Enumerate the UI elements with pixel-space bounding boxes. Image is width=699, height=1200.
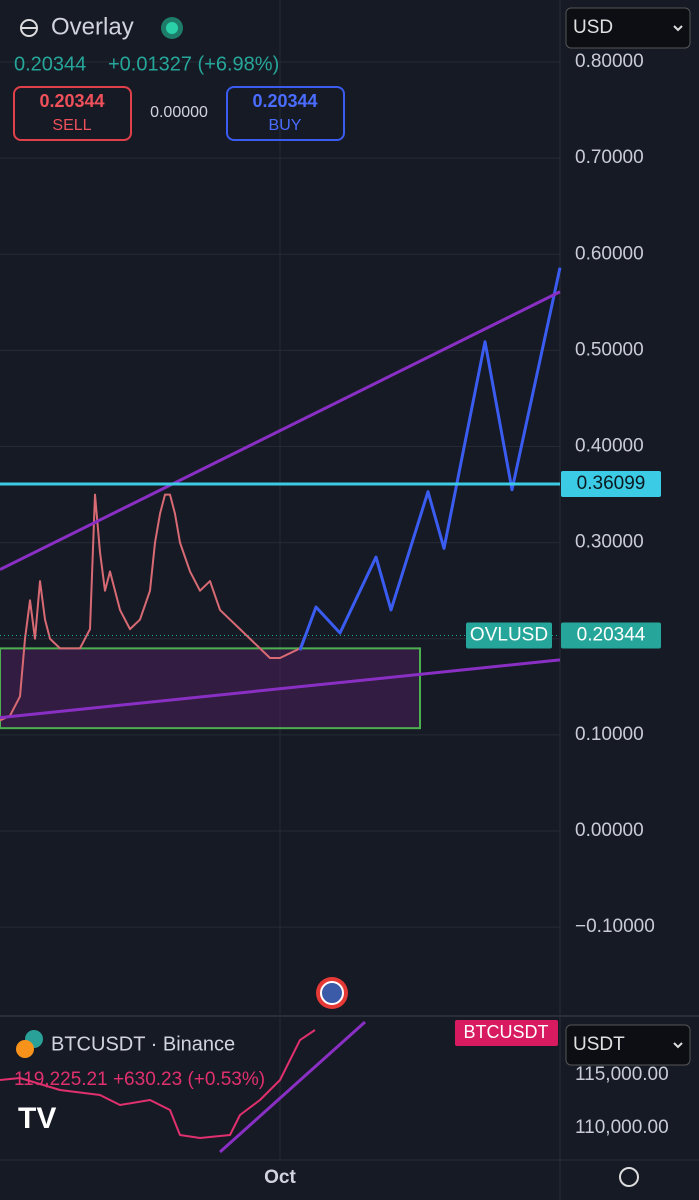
event-flag-inner	[320, 981, 344, 1005]
y-tick-label: 115,000.00	[575, 1064, 669, 1085]
pane-currency-select[interactable]	[565, 1024, 691, 1066]
y-tick-label: 0.10000	[575, 724, 644, 745]
y-tick-label: 0.70000	[575, 147, 644, 168]
last-price: 0.20344	[14, 53, 86, 75]
symbol-tag-text: OVLUSD	[470, 624, 548, 645]
pane-currency-text[interactable]: USDT	[573, 1034, 625, 1055]
symbol-icon[interactable]	[20, 19, 38, 37]
price-tag	[561, 622, 661, 649]
y-tick-label: 0.30000	[575, 532, 644, 553]
dropdown-arrow	[673, 1042, 683, 1049]
level-tag-text: 0.36099	[577, 473, 646, 494]
price-change: +0.01327 (+6.98%)	[108, 53, 279, 75]
pane-title: BTCUSDT · Binance	[51, 1033, 235, 1055]
y-tick-label: −0.10000	[575, 916, 655, 937]
settings-icon[interactable]	[619, 1167, 639, 1187]
tv-logo: TV	[18, 1102, 56, 1135]
symbol-title[interactable]: Overlay	[51, 13, 134, 40]
zone	[0, 647, 421, 730]
price-tag-text: 0.20344	[577, 624, 646, 645]
symbol-tag	[455, 1020, 558, 1046]
plots: 0.80000 0.70000 0.60000 0.50000 0.40000 0.300…	[0, 0, 669, 1188]
x-tick-label: Oct	[264, 1167, 296, 1188]
status-dot-inner	[166, 22, 178, 34]
y-tick-label: 0.00000	[575, 820, 644, 841]
level-tag	[561, 471, 661, 498]
buy-button[interactable]	[226, 86, 345, 141]
buy-label[interactable]: BUY	[269, 117, 302, 134]
sell-label[interactable]: SELL	[52, 117, 91, 134]
y-tick-label: 0.50000	[575, 339, 644, 360]
spread: 0.00000	[150, 104, 208, 121]
currency-text[interactable]: USD	[573, 17, 613, 38]
y-tick-label: 0.80000	[575, 51, 644, 72]
currency-select[interactable]	[565, 7, 691, 49]
series-line	[0, 658, 561, 720]
y-tick-label: 0.40000	[575, 436, 644, 457]
pane-subtitle: 119,225.21 +630.23 (+0.53%)	[14, 1069, 265, 1090]
series-line	[0, 493, 306, 722]
dropdown-arrow	[673, 25, 683, 32]
y-tick-label: 110,000.00	[575, 1117, 669, 1138]
y-tick-label: 0.60000	[575, 243, 644, 264]
series-line	[298, 267, 562, 651]
buy-price[interactable]: 0.20344	[252, 91, 317, 111]
btc-icon	[16, 1040, 34, 1058]
series-line	[218, 1020, 367, 1154]
symbol-tag-text: BTCUSDT	[464, 1022, 549, 1042]
symbol-tag	[466, 622, 552, 649]
series-line	[0, 290, 561, 571]
series-line	[0, 1029, 316, 1139]
sell-button[interactable]	[13, 86, 132, 141]
sell-price[interactable]: 0.20344	[39, 91, 104, 111]
